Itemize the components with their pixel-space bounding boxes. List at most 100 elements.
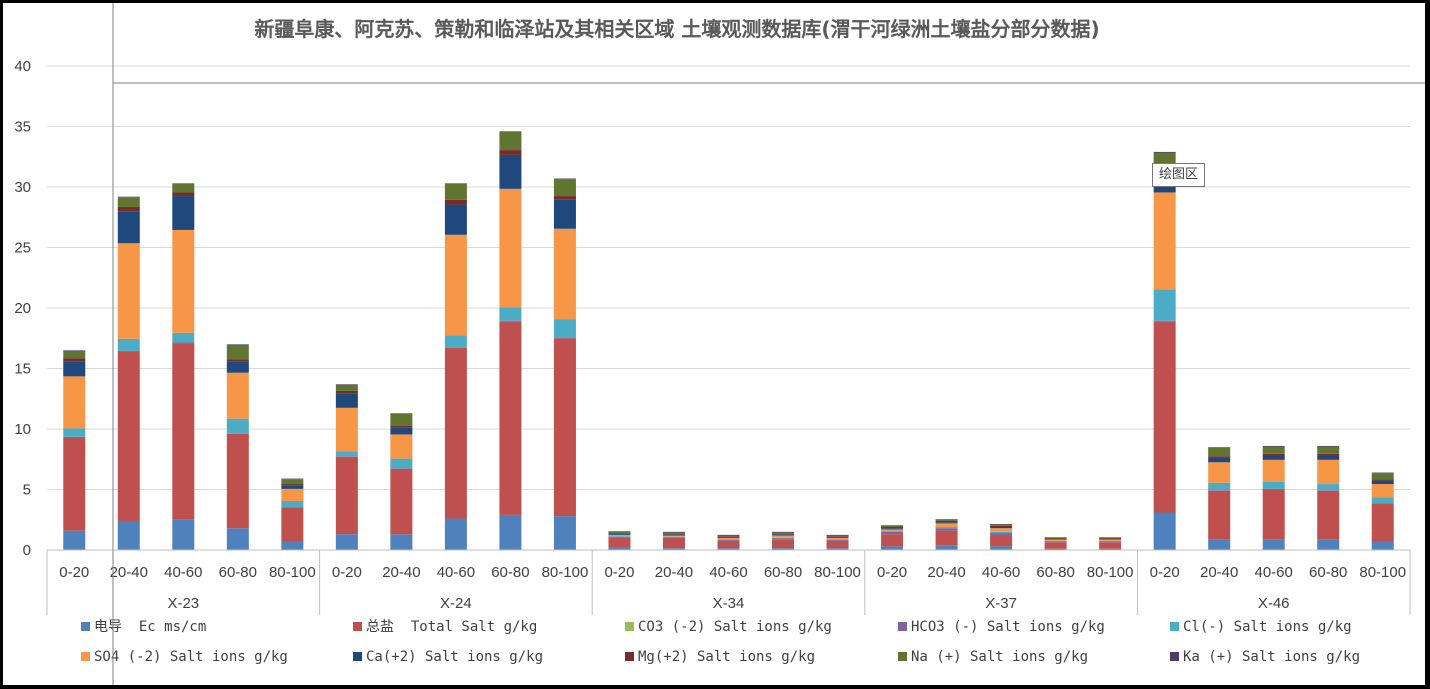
bar-segment-X-46-80-100-s5: [1371, 484, 1394, 498]
x-tick-label-X-46-0-20: 0-20: [1150, 564, 1180, 581]
bar-segment-X-23-40-60-s8: [172, 183, 195, 193]
bar-segment-X-46-80-100-s7: [1371, 479, 1394, 481]
legend-swatch-1: [353, 622, 362, 631]
y-tick-label-15: 15: [14, 361, 31, 378]
x-tick-label-X-34-20-40: 20-40: [655, 564, 693, 581]
legend-label-0: 电导 Ec ms/cm: [94, 619, 206, 635]
bar-segment-X-23-20-40-s0: [117, 520, 140, 550]
bar-segment-X-24-0-20-s9: [335, 384, 358, 385]
chart-frame: 新疆阜康、阿克苏、策勒和临泽站及其相关区域 土壤观测数据库(渭干河绿洲土壤盐分部…: [3, 3, 1425, 685]
bar-segment-X-23-0-20-s4: [63, 428, 86, 437]
legend-label-5: SO4 (-2) Salt ions g/kg: [94, 649, 288, 665]
bar-segment-X-34-0-20-s5: [608, 534, 631, 537]
bar-segment-X-46-80-100-s8: [1371, 473, 1394, 480]
bar-segment-X-34-0-20-s9: [608, 531, 631, 532]
bar-segment-X-23-60-80-s0: [226, 528, 249, 550]
bar-segment-X-23-60-80-s7: [226, 359, 249, 362]
bar-segment-X-23-80-100-s8: [281, 479, 304, 485]
bar-segment-X-24-40-60-s5: [444, 234, 467, 336]
bar-segment-X-46-0-20-s5: [1153, 192, 1176, 290]
bar-segment-X-34-40-60-s7: [717, 536, 740, 537]
bar-segment-X-37-20-40-s5: [935, 523, 958, 528]
bar-segment-X-23-60-80-s9: [226, 344, 249, 345]
bar-segment-X-24-80-100-s3: [553, 337, 576, 339]
bar-segment-X-23-80-100-s7: [281, 484, 304, 486]
bar-segment-X-23-40-60-s7: [172, 192, 195, 197]
bar-segment-X-37-40-60-s9: [990, 523, 1013, 525]
bar-segment-X-23-60-80-s4: [226, 418, 249, 434]
bar-segment-X-34-60-80-s6: [772, 534, 795, 536]
bar-segment-X-46-40-60-s0: [1262, 539, 1285, 550]
x-tick-label-X-23-60-80: 60-80: [219, 564, 257, 581]
bar-segment-X-34-0-20-s4: [608, 536, 631, 537]
bar-segment-X-37-80-100-s3: [1099, 541, 1122, 543]
bar-segment-X-24-80-100-s4: [553, 319, 576, 338]
bar-segment-X-37-0-20-s4: [881, 530, 904, 532]
bar-segment-X-46-60-80-s0: [1317, 539, 1340, 550]
bar-segment-X-24-60-80-s7: [499, 150, 522, 155]
bar-segment-X-24-20-40-s5: [390, 434, 413, 459]
legend-label-9: Ka (+) Salt ions g/kg: [1183, 649, 1360, 665]
bar-segment-X-37-20-40-s1: [935, 530, 958, 546]
bar-segment-X-34-80-100-s9: [826, 534, 849, 536]
bar-segment-X-37-40-60-s1: [990, 535, 1013, 547]
legend-swatch-6: [353, 652, 362, 661]
legend-swatch-8: [898, 652, 907, 661]
bar-segment-X-34-80-100-s7: [826, 536, 849, 537]
bar-segment-X-34-60-80-s1: [772, 539, 795, 549]
bar-segment-X-34-20-40-s9: [662, 531, 685, 533]
group-label-X-46: X-46: [1258, 595, 1290, 612]
bar-segment-X-37-20-40-s7: [935, 520, 958, 523]
bar-segment-X-37-80-100-s9: [1099, 537, 1122, 538]
bar-segment-X-24-40-60-s9: [444, 183, 467, 184]
x-tick-label-X-46-40-60: 40-60: [1255, 564, 1293, 581]
bar-segment-X-34-20-40-s5: [662, 535, 685, 537]
bar-segment-X-46-80-100-s3: [1371, 503, 1394, 505]
x-tick-label-X-37-20-40: 20-40: [927, 564, 965, 581]
x-tick-label-X-37-80-100: 80-100: [1087, 564, 1134, 581]
bar-segment-X-24-20-40-s9: [390, 413, 413, 414]
bar-segment-X-24-80-100-s6: [553, 199, 576, 229]
bar-segment-X-23-0-20-s3: [63, 436, 86, 438]
bar-segment-X-34-80-100-s8: [826, 535, 849, 537]
bar-segment-X-46-20-40-s7: [1208, 456, 1231, 458]
y-tick-label-0: 0: [23, 542, 31, 559]
bar-segment-X-46-80-100-s1: [1371, 504, 1394, 542]
bar-segment-X-34-60-80-s0: [772, 548, 795, 550]
bar-segment-X-34-60-80-s9: [772, 531, 795, 533]
x-tick-label-X-34-40-60: 40-60: [709, 564, 747, 581]
bar-segment-X-24-60-80-s9: [499, 131, 522, 132]
bar-segment-X-34-40-60-s6: [717, 536, 740, 538]
bar-segment-X-23-60-80-s3: [226, 433, 249, 434]
bar-segment-X-23-0-20-s8: [63, 350, 86, 359]
bar-segment-X-46-0-20-s3: [1153, 320, 1176, 322]
bar-segment-X-23-60-80-s8: [226, 344, 249, 360]
gridlines: [47, 65, 1410, 551]
bar-segment-X-37-40-60-s6: [990, 527, 1013, 529]
bar-segment-X-24-60-80-s6: [499, 154, 522, 189]
bar-segment-X-46-80-100-s0: [1371, 541, 1394, 550]
bar-segment-X-46-20-40-s8: [1208, 447, 1231, 457]
legend-swatch-2: [625, 622, 634, 631]
bar-segment-X-24-80-100-s7: [553, 196, 576, 200]
bar-segment-X-34-40-60-s4: [717, 539, 740, 540]
bar-segment-X-37-60-80-s6: [1044, 539, 1067, 540]
legend-label-1: 总盐 Total Salt g/kg: [366, 619, 537, 635]
bar-segment-X-24-60-80-s1: [499, 321, 522, 515]
x-tick-label-X-23-80-100: 80-100: [269, 564, 316, 581]
bar-segment-X-46-60-80-s8: [1317, 446, 1340, 454]
bar-segment-X-37-60-80-s8: [1044, 537, 1067, 539]
plot-area-tooltip: 绘图区: [1152, 163, 1206, 187]
bar-segment-X-46-20-40-s3: [1208, 490, 1231, 491]
bar-segment-X-34-80-100-s4: [826, 539, 849, 540]
group-label-X-34: X-34: [713, 595, 745, 612]
bar-segment-X-23-40-60-s0: [172, 519, 195, 550]
bar-segment-X-46-40-60-s1: [1262, 489, 1285, 540]
bar-segment-X-46-80-100-s6: [1371, 480, 1394, 485]
bar-segment-X-37-80-100-s4: [1099, 540, 1122, 542]
bar-segment-X-23-40-60-s4: [172, 332, 195, 343]
bar-segment-X-23-20-40-s5: [117, 243, 140, 339]
bar-segment-X-34-80-100-s3: [826, 539, 849, 541]
x-tick-label-X-34-0-20: 0-20: [604, 564, 634, 581]
bar-segment-X-34-60-80-s8: [772, 532, 795, 534]
